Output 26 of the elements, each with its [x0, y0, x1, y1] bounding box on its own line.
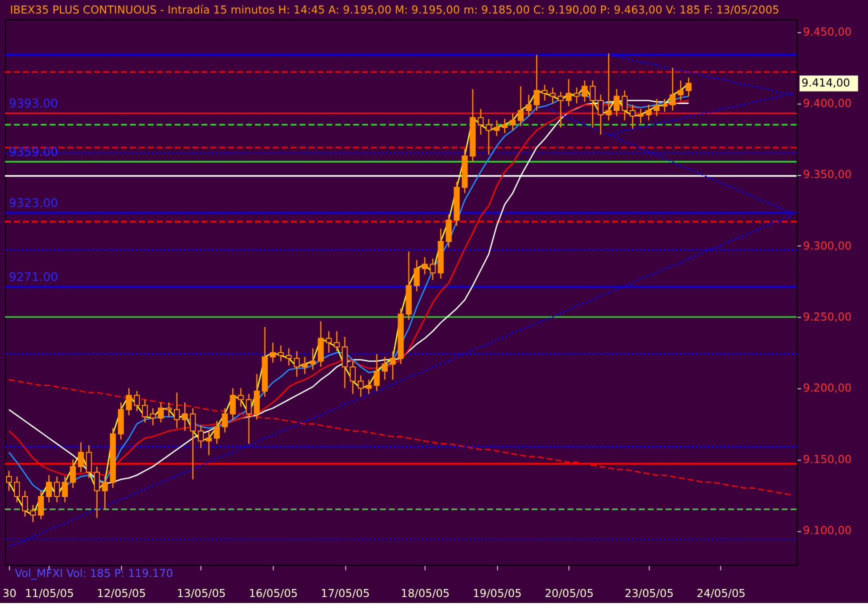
x-tick-label: 30: [2, 587, 16, 600]
y-tick-label: 9.100,00: [803, 524, 852, 538]
x-tick-label: 16/05/05: [248, 587, 298, 600]
y-tick-label: 9.400,00: [803, 96, 852, 110]
ref-line-label: 9359.00: [8, 144, 58, 159]
y-tick-label: 9.200,00: [803, 382, 852, 395]
y-tick-label: 9.450,00: [803, 26, 852, 39]
x-tick-label: 13/05/05: [176, 587, 226, 600]
text: 9.414,00: [802, 76, 850, 90]
x-tick-label: 20/05/05: [544, 587, 594, 600]
y-tick-label: 9.250,00: [803, 310, 852, 324]
text: Vol_MFXI Vol: 185 P: 119.170: [14, 566, 174, 580]
ref-line-label: 9323.00: [8, 196, 58, 210]
ref-line-label: 9393.00: [8, 96, 58, 110]
ref-line-label: 9271.00: [8, 270, 58, 284]
x-tick-label: 11/05/05: [24, 587, 74, 600]
x-tick-label: 24/05/05: [696, 587, 746, 600]
chart-title: IBEX35 PLUS CONTINUOUS - Intradía 15 minutos H: 14:45 A: 9.195,00 M: 9.195,00 m: 9.185,00 C: 9.190,00 P: 9.463,00 V: 185 F: 13/05/2005: [10, 3, 780, 16]
y-tick-label: 9.300,00: [803, 239, 852, 252]
x-tick-label: 12/05/05: [96, 587, 146, 600]
x-tick-label: 17/05/05: [320, 587, 370, 600]
y-tick-label: 9.350,00: [803, 168, 852, 182]
x-tick-label: 18/05/05: [400, 587, 450, 600]
x-tick-label: 23/05/05: [624, 587, 674, 600]
y-tick-label: 9.150,00: [803, 452, 852, 466]
x-tick-label: 19/05/05: [472, 587, 522, 600]
